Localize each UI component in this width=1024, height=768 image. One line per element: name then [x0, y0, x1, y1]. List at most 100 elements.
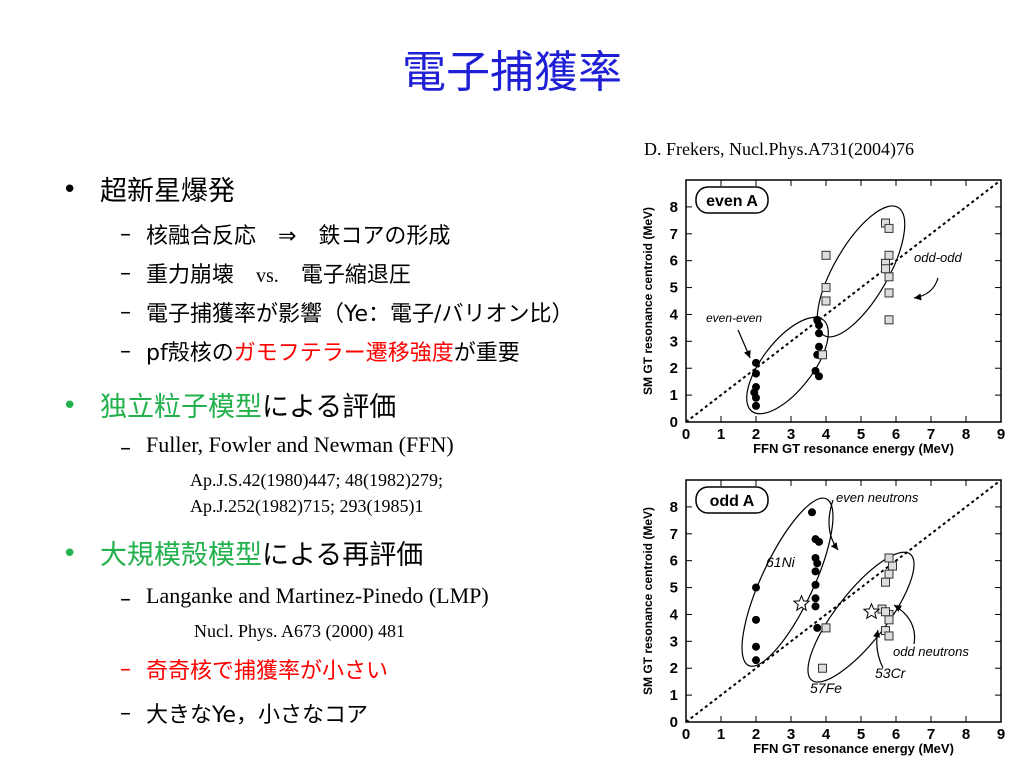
y-tick-label: 2 [670, 360, 678, 377]
panel-label: even A [706, 193, 758, 210]
x-tick-label: 5 [857, 426, 865, 443]
y-tick-label: 7 [670, 526, 678, 543]
x-tick-label: 5 [857, 726, 865, 743]
x-tick-label: 0 [682, 426, 690, 443]
sub-capture-rate: 電子捕獲率が影響（Ye：電子/バリオン比） [146, 302, 574, 327]
data-point-star [792, 594, 811, 612]
data-point-filled [811, 580, 820, 589]
x-tick-label: 6 [892, 426, 900, 443]
sub-fusion: 核融合反応 ⇒ 鉄コアの形成 [146, 224, 451, 249]
dash-marker: – [120, 300, 131, 325]
group-ellipse [807, 551, 915, 683]
data-point-filled [815, 329, 823, 338]
ffn-ref-1: Ap.J.S.42(1980)447; 48(1982)279; [190, 470, 443, 490]
y-tick-label: 1 [670, 387, 678, 404]
sub-gt-c: が重要 [453, 341, 520, 366]
dash-marker: – [120, 587, 131, 612]
data-point-filled [815, 372, 823, 381]
data-point-square [884, 272, 894, 282]
y-tick-label: 4 [670, 606, 679, 623]
x-tick-label: 7 [927, 726, 935, 743]
data-point-square [881, 264, 890, 274]
data-point-square [881, 577, 890, 587]
data-point-square [818, 663, 827, 673]
x-tick-label: 3 [787, 426, 795, 443]
data-point-filled [752, 383, 760, 392]
y-tick-label: 7 [670, 226, 678, 243]
x-tick-label: 0 [682, 726, 690, 743]
y-tick-label: 8 [670, 199, 678, 216]
data-point-square [884, 631, 894, 641]
x-tick-label: 1 [717, 726, 725, 743]
data-point-filled [813, 559, 822, 568]
data-point-square [821, 623, 831, 633]
data-point-filled [752, 615, 760, 624]
sub-gt-a: pf殻核の [146, 341, 234, 366]
sub-lmp: Langanke and Martinez-Pinedo (LMP) [146, 583, 489, 608]
dash-marker: – [120, 657, 131, 682]
data-point-filled [815, 342, 823, 351]
y-tick-label: 6 [670, 253, 678, 270]
data-point-filled [752, 583, 760, 592]
data-point-square [821, 283, 831, 293]
x-tick-label: 9 [997, 726, 1005, 743]
dash-marker: – [120, 701, 131, 726]
data-point-filled [811, 567, 820, 576]
sub-large-ye: 大きなYe，小さなコア [146, 703, 369, 728]
dash-marker: – [120, 222, 131, 247]
data-point-filled [808, 508, 816, 517]
annotation-arrow [737, 329, 751, 359]
annotation-label: odd neutrons [893, 644, 969, 659]
x-tick-label: 8 [962, 426, 970, 443]
dash-marker: – [120, 261, 131, 286]
bullet-marker: • [62, 539, 78, 569]
data-point-star [862, 602, 881, 620]
plot-frame [685, 179, 1002, 423]
annotation-arrow [828, 499, 839, 551]
annotation-label: 53Cr [875, 665, 907, 681]
x-tick-label: 4 [822, 726, 831, 743]
y-tick-label: 6 [670, 553, 678, 570]
bullet-ipm: 独立粒子模型による評価 [100, 385, 396, 424]
data-point-square [884, 569, 894, 579]
data-point-square [884, 250, 894, 260]
slide-title: 電子捕獲率 [402, 47, 622, 98]
bullet-ipm-b: による評価 [262, 392, 397, 423]
group-ellipse [741, 497, 834, 667]
panel-label-box [695, 486, 769, 514]
y-tick-label: 4 [670, 306, 679, 323]
x-tick-label: 8 [962, 726, 970, 743]
y-axis-label: SM GT resonance centroid (MeV) [641, 507, 655, 695]
data-point-square [884, 615, 894, 625]
data-point-filled [752, 358, 760, 367]
data-point-filled [813, 623, 822, 632]
diagonal-line [685, 479, 1002, 723]
data-point-filled [811, 602, 820, 611]
sub-ffn: Fuller, Fowler and Newman (FFN) [146, 432, 454, 457]
bullet-ipm-a: 独立粒子模型 [100, 392, 262, 423]
data-point-square [821, 250, 831, 260]
annotation-label: even-even [706, 311, 762, 325]
chart-odd-a: 0 1 2 3 4 5 6 7 8 9 0 1 2 3 4 5 6 7 8 FFN GT resonance ener… [641, 479, 1005, 756]
dash-marker: – [120, 339, 131, 364]
bullet-shell-model: 大規模殻模型による再評価 [100, 533, 423, 572]
y-tick-label: 1 [670, 687, 678, 704]
x-tick-label: 9 [997, 426, 1005, 443]
sub-collapse-c: 電子縮退圧 [278, 263, 411, 288]
y-tick-label: 0 [670, 414, 678, 431]
data-point-filled [752, 656, 760, 665]
x-axis-label: FFN GT resonance energy (MeV) [753, 741, 954, 756]
sub-collapse: 重力崩壊 vs. 電子縮退圧 [146, 257, 411, 289]
bullet-sm-b: による再評価 [262, 540, 424, 571]
panel-label-box [695, 186, 769, 214]
data-point-filled [815, 537, 823, 546]
data-point-square [884, 315, 894, 325]
sub-collapse-a: 重力崩壊 [146, 263, 257, 288]
data-point-square [818, 350, 827, 360]
data-point-filled [811, 594, 820, 603]
bullet-marker: • [62, 175, 78, 205]
data-point-square [821, 296, 831, 306]
x-tick-label: 7 [927, 426, 935, 443]
annotation-arrow [873, 629, 884, 669]
panel-label: odd A [710, 493, 755, 510]
